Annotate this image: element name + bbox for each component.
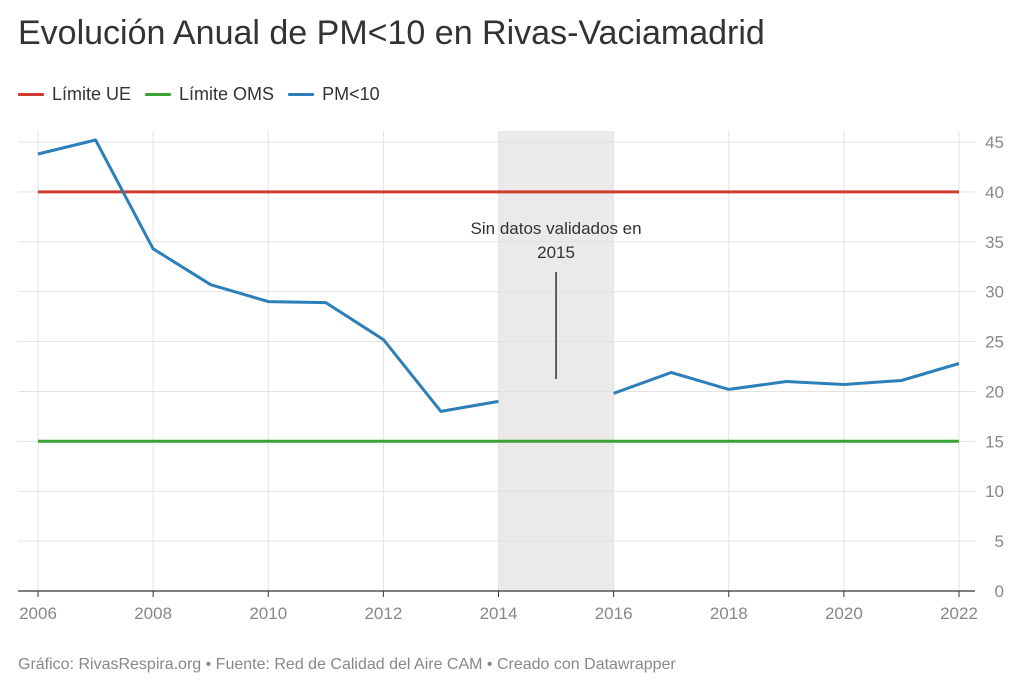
x-tick-label: 2022 — [940, 604, 978, 623]
legend-item-pm10: PM<10 — [288, 84, 380, 105]
legend-swatch-limite-oms — [145, 93, 172, 96]
y-tick-label: 35 — [985, 233, 1004, 252]
annotation-text-line2: 2015 — [537, 243, 575, 262]
legend-item-limite-oms: Límite OMS — [145, 84, 274, 105]
legend-label-limite-ue: Límite UE — [52, 84, 132, 104]
chart-footer: Gráfico: RivasRespira.org • Fuente: Red … — [18, 656, 676, 673]
y-tick-label: 10 — [985, 482, 1004, 501]
y-tick-label: 40 — [985, 183, 1004, 202]
y-tick-label: 25 — [985, 333, 1004, 352]
series-line-pm-10 — [613, 362, 960, 395]
legend-swatch-pm10 — [288, 93, 315, 96]
x-tick-label: 2010 — [249, 604, 287, 623]
chart-title: Evolución Anual de PM<10 en Rivas-Vaciam… — [18, 14, 765, 52]
x-tick-label: 2014 — [480, 604, 518, 623]
x-tick-label: 2012 — [364, 604, 402, 623]
legend-item-limite-ue: Límite UE — [18, 84, 131, 105]
legend-label-pm10: PM<10 — [322, 84, 380, 104]
x-tick-label: 2020 — [825, 604, 863, 623]
annotation-text-line1: Sin datos validados en — [471, 219, 642, 238]
legend-swatch-limite-ue — [18, 93, 44, 96]
y-tick-label: 15 — [985, 432, 1004, 451]
y-tick-label: 0 — [995, 582, 1004, 601]
x-tick-label: 2006 — [19, 604, 57, 623]
chart-legend: Límite UE Límite OMS PM<10 — [18, 84, 394, 105]
y-tick-label: 5 — [995, 532, 1004, 551]
y-tick-label: 20 — [985, 382, 1004, 401]
y-tick-label: 45 — [985, 133, 1004, 152]
x-tick-label: 2008 — [134, 604, 172, 623]
series-line-pm-10 — [37, 138, 499, 413]
legend-label-limite-oms: Límite OMS — [179, 84, 275, 104]
x-tick-label: 2016 — [595, 604, 633, 623]
y-tick-label: 30 — [985, 283, 1004, 302]
x-tick-label: 2018 — [710, 604, 748, 623]
